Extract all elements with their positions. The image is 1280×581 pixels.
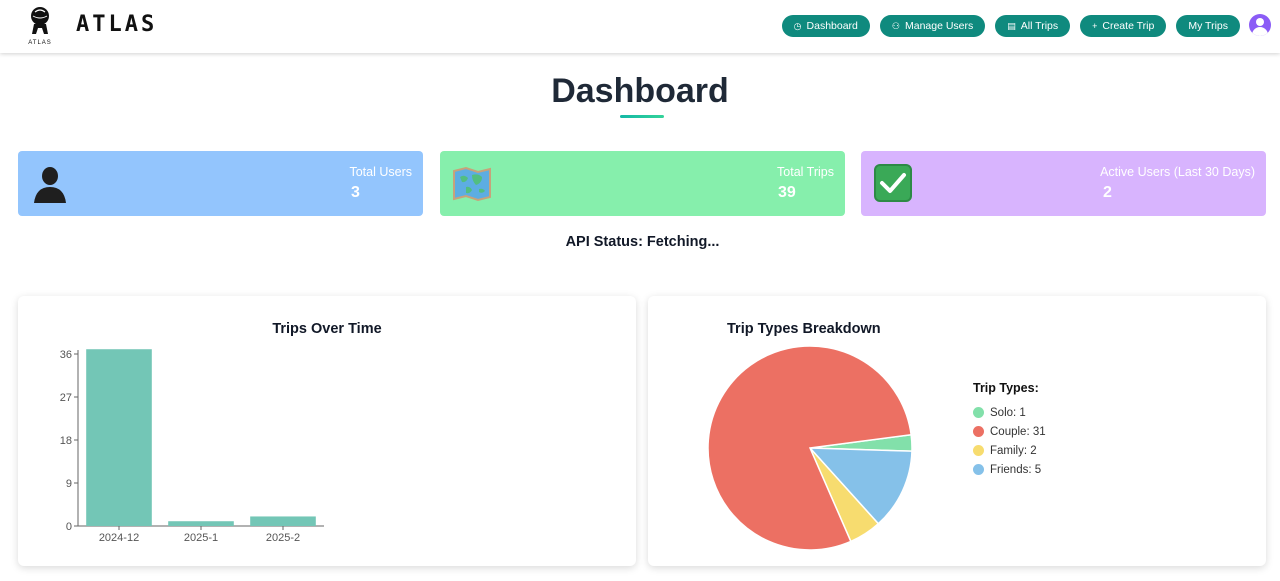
legend-label: Couple: 31 (990, 425, 1046, 438)
chart-title: Trip Types Breakdown (727, 321, 881, 337)
nav-manage-users-label: Manage Users (904, 20, 974, 32)
avatar-body (1252, 27, 1268, 36)
x-tick-label: 2024-12 (99, 532, 139, 544)
stat-label: Active Users (Last 30 Days) (1100, 165, 1255, 179)
plus-icon: + (1092, 20, 1098, 31)
nav-my-trips-label: My Trips (1188, 20, 1228, 32)
legend-label: Solo: 1 (990, 406, 1026, 419)
nav-create-trip-label: Create Trip (1102, 20, 1155, 32)
nav-dashboard-label: Dashboard (806, 20, 858, 32)
y-tick-label: 27 (60, 392, 72, 404)
stat-card-total-users: Total Users 3 (18, 151, 423, 216)
title-underline (620, 115, 664, 118)
pie-slice-friends (808, 447, 913, 525)
logo-caption: ATLAS (28, 40, 52, 46)
y-tick-label: 36 (60, 349, 72, 361)
avatar-head (1256, 18, 1264, 26)
legend-dot (973, 445, 984, 456)
y-tick-label: 18 (60, 435, 72, 447)
stat-value: 2 (1103, 184, 1112, 201)
x-tick-label: 2025-1 (184, 532, 218, 544)
stat-label: Total Users (349, 165, 412, 179)
users-icon: ⚇ (891, 20, 900, 31)
trips-over-time-card: Trips Over Time 0 9 18 27 36 2024-12 2025-1 202… (18, 296, 636, 566)
pie-slice-couple (707, 345, 912, 551)
nav-create-trip-button[interactable]: + Create Trip (1080, 15, 1167, 37)
trips-over-time-chart: 0 9 18 27 36 2024-12 2025-1 2025-2 (60, 349, 324, 544)
person-icon (34, 167, 66, 203)
trip-types-pie-chart (707, 345, 913, 551)
bar-2025-2 (250, 516, 316, 526)
legend-title: Trip Types: (973, 381, 1039, 395)
stat-label: Total Trips (777, 165, 834, 179)
legend-label: Friends: 5 (990, 463, 1042, 476)
x-tick-label: 2025-2 (266, 532, 300, 544)
stat-value: 3 (351, 184, 360, 201)
stat-value: 39 (778, 184, 796, 201)
gauge-icon: ◷ (793, 20, 802, 31)
nav-dashboard-button[interactable]: ◷ Dashboard (781, 15, 870, 37)
nav-all-trips-label: All Trips (1020, 20, 1059, 32)
stat-card-total-trips: Total Trips 39 (440, 151, 845, 216)
legend-item-solo[interactable]: Solo: 1 (973, 403, 1046, 422)
top-navbar: ATLAS ATLAS ◷ Dashboard ⚇ Manage Users ▤… (0, 0, 1280, 53)
legend-item-friends[interactable]: Friends: 5 (973, 460, 1046, 479)
list-icon: ▤ (1007, 20, 1016, 31)
legend-dot (973, 464, 984, 475)
brand-name[interactable]: ATLAS (76, 12, 158, 37)
api-status-text: API Status: Fetching... (565, 234, 720, 250)
legend-dot (973, 426, 984, 437)
stat-card-active-users: Active Users (Last 30 Days) 2 (861, 151, 1266, 216)
nav-my-trips-button[interactable]: My Trips (1176, 15, 1240, 37)
nav-manage-users-button[interactable]: ⚇ Manage Users (879, 15, 986, 37)
map-icon (453, 166, 491, 202)
legend-label: Family: 2 (990, 444, 1037, 457)
legend-item-couple[interactable]: Couple: 31 (973, 422, 1046, 441)
bar-2024-12 (86, 349, 152, 526)
pie-legend: Trip Types: Solo: 1 Couple: 31 Family: 2… (973, 381, 1046, 479)
nav-all-trips-button[interactable]: ▤ All Trips (995, 15, 1071, 37)
trip-types-card: Trip Types Breakdown Trip Types: Solo: 1… (648, 296, 1266, 566)
bar-2025-1 (168, 521, 234, 526)
checkmark-icon (874, 164, 912, 202)
y-tick-label: 9 (66, 478, 72, 490)
nav-bar: ◷ Dashboard ⚇ Manage Users ▤ All Trips +… (781, 15, 1240, 37)
user-avatar[interactable] (1249, 14, 1271, 36)
legend-item-family[interactable]: Family: 2 (973, 441, 1046, 460)
chart-title: Trips Over Time (272, 321, 382, 337)
atlas-logo-icon[interactable]: ATLAS (22, 4, 58, 46)
legend-dot (973, 407, 984, 418)
page-title: Dashboard (551, 72, 729, 110)
y-tick-label: 0 (66, 521, 72, 533)
